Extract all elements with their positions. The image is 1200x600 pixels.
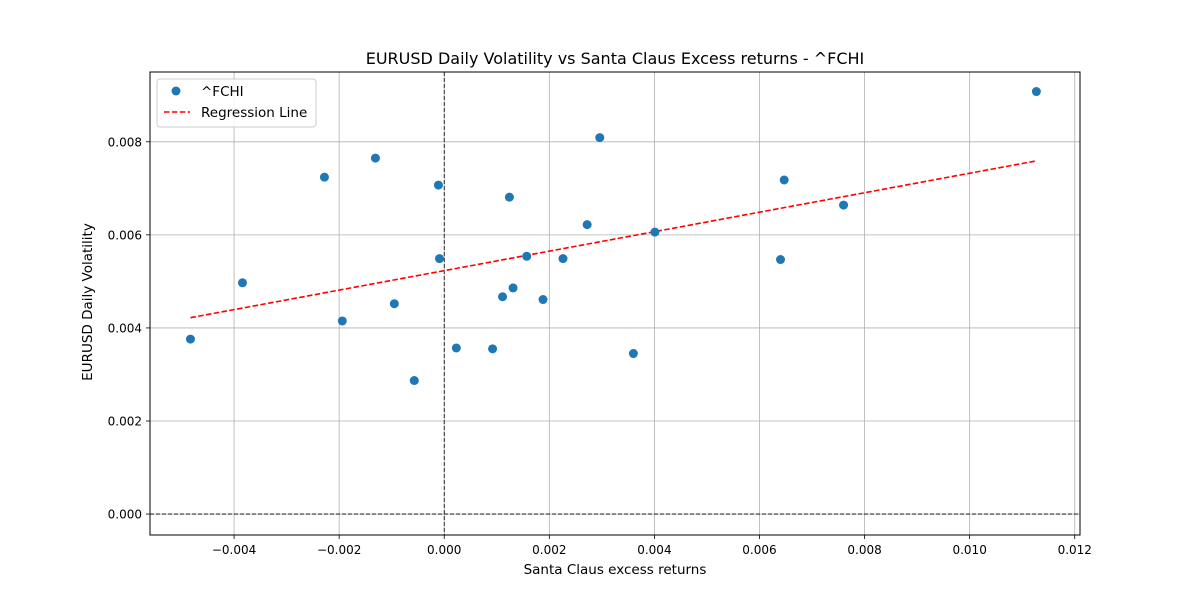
data-point [498,292,508,302]
y-tick-label: 0.006 [108,228,142,242]
data-point [237,278,247,288]
x-axis-ticks: −0.004 −0.002 0.000 0.002 0.004 0.006 0.008 0.0… [212,535,1092,557]
x-tick-label: −0.004 [212,543,256,557]
y-axis-ticks: 0.000 0.002 0.004 0.006 0.008 [108,135,150,522]
reference-lines [150,72,1080,535]
x-tick-label: 0.012 [1058,543,1092,557]
legend-marker-fchi [171,86,181,96]
chart-title: EURUSD Daily Volatility vs Santa Claus E… [366,49,865,68]
data-point [389,299,399,309]
data-point [628,349,638,359]
legend-box [156,78,317,128]
scatter-points [185,87,1041,386]
data-point [435,254,445,264]
legend-label-regression: Regression Line [201,105,307,121]
data-point [839,200,849,210]
data-point [558,254,568,264]
x-tick-label: 0.010 [952,543,986,557]
data-point [488,344,498,354]
x-tick-label: 0.008 [847,543,881,557]
x-tick-label: 0.000 [427,543,461,557]
data-point [337,316,347,326]
y-tick-label: 0.008 [108,135,142,149]
regression-line [190,160,1037,319]
data-point [370,153,380,163]
data-point [185,334,195,344]
data-point [582,220,592,230]
data-point [522,251,532,261]
data-point [409,376,419,386]
y-tick-label: 0.004 [108,321,142,335]
x-tick-label: 0.004 [637,543,671,557]
x-tick-label: 0.006 [742,543,776,557]
data-point [776,255,786,265]
legend: ^FCHI Regression Line [156,78,317,128]
data-point [504,192,514,202]
data-point [508,283,518,293]
plot-frame [149,71,1081,536]
legend-label-fchi: ^FCHI [201,84,244,100]
y-tick-label: 0.000 [108,508,142,522]
data-point [779,175,789,185]
y-axis-label: EURUSD Daily Volatility [80,223,96,381]
data-point [319,172,329,182]
data-point [1031,87,1041,97]
regression-line-group [190,160,1037,319]
data-point [451,343,461,353]
x-tick-label: 0.002 [532,543,566,557]
data-point [595,133,605,143]
x-tick-label: −0.002 [317,543,361,557]
data-point [433,180,443,190]
data-point [538,295,548,305]
x-axis-label: Santa Claus excess returns [524,562,707,578]
data-point [650,227,660,237]
y-tick-label: 0.002 [108,414,142,428]
